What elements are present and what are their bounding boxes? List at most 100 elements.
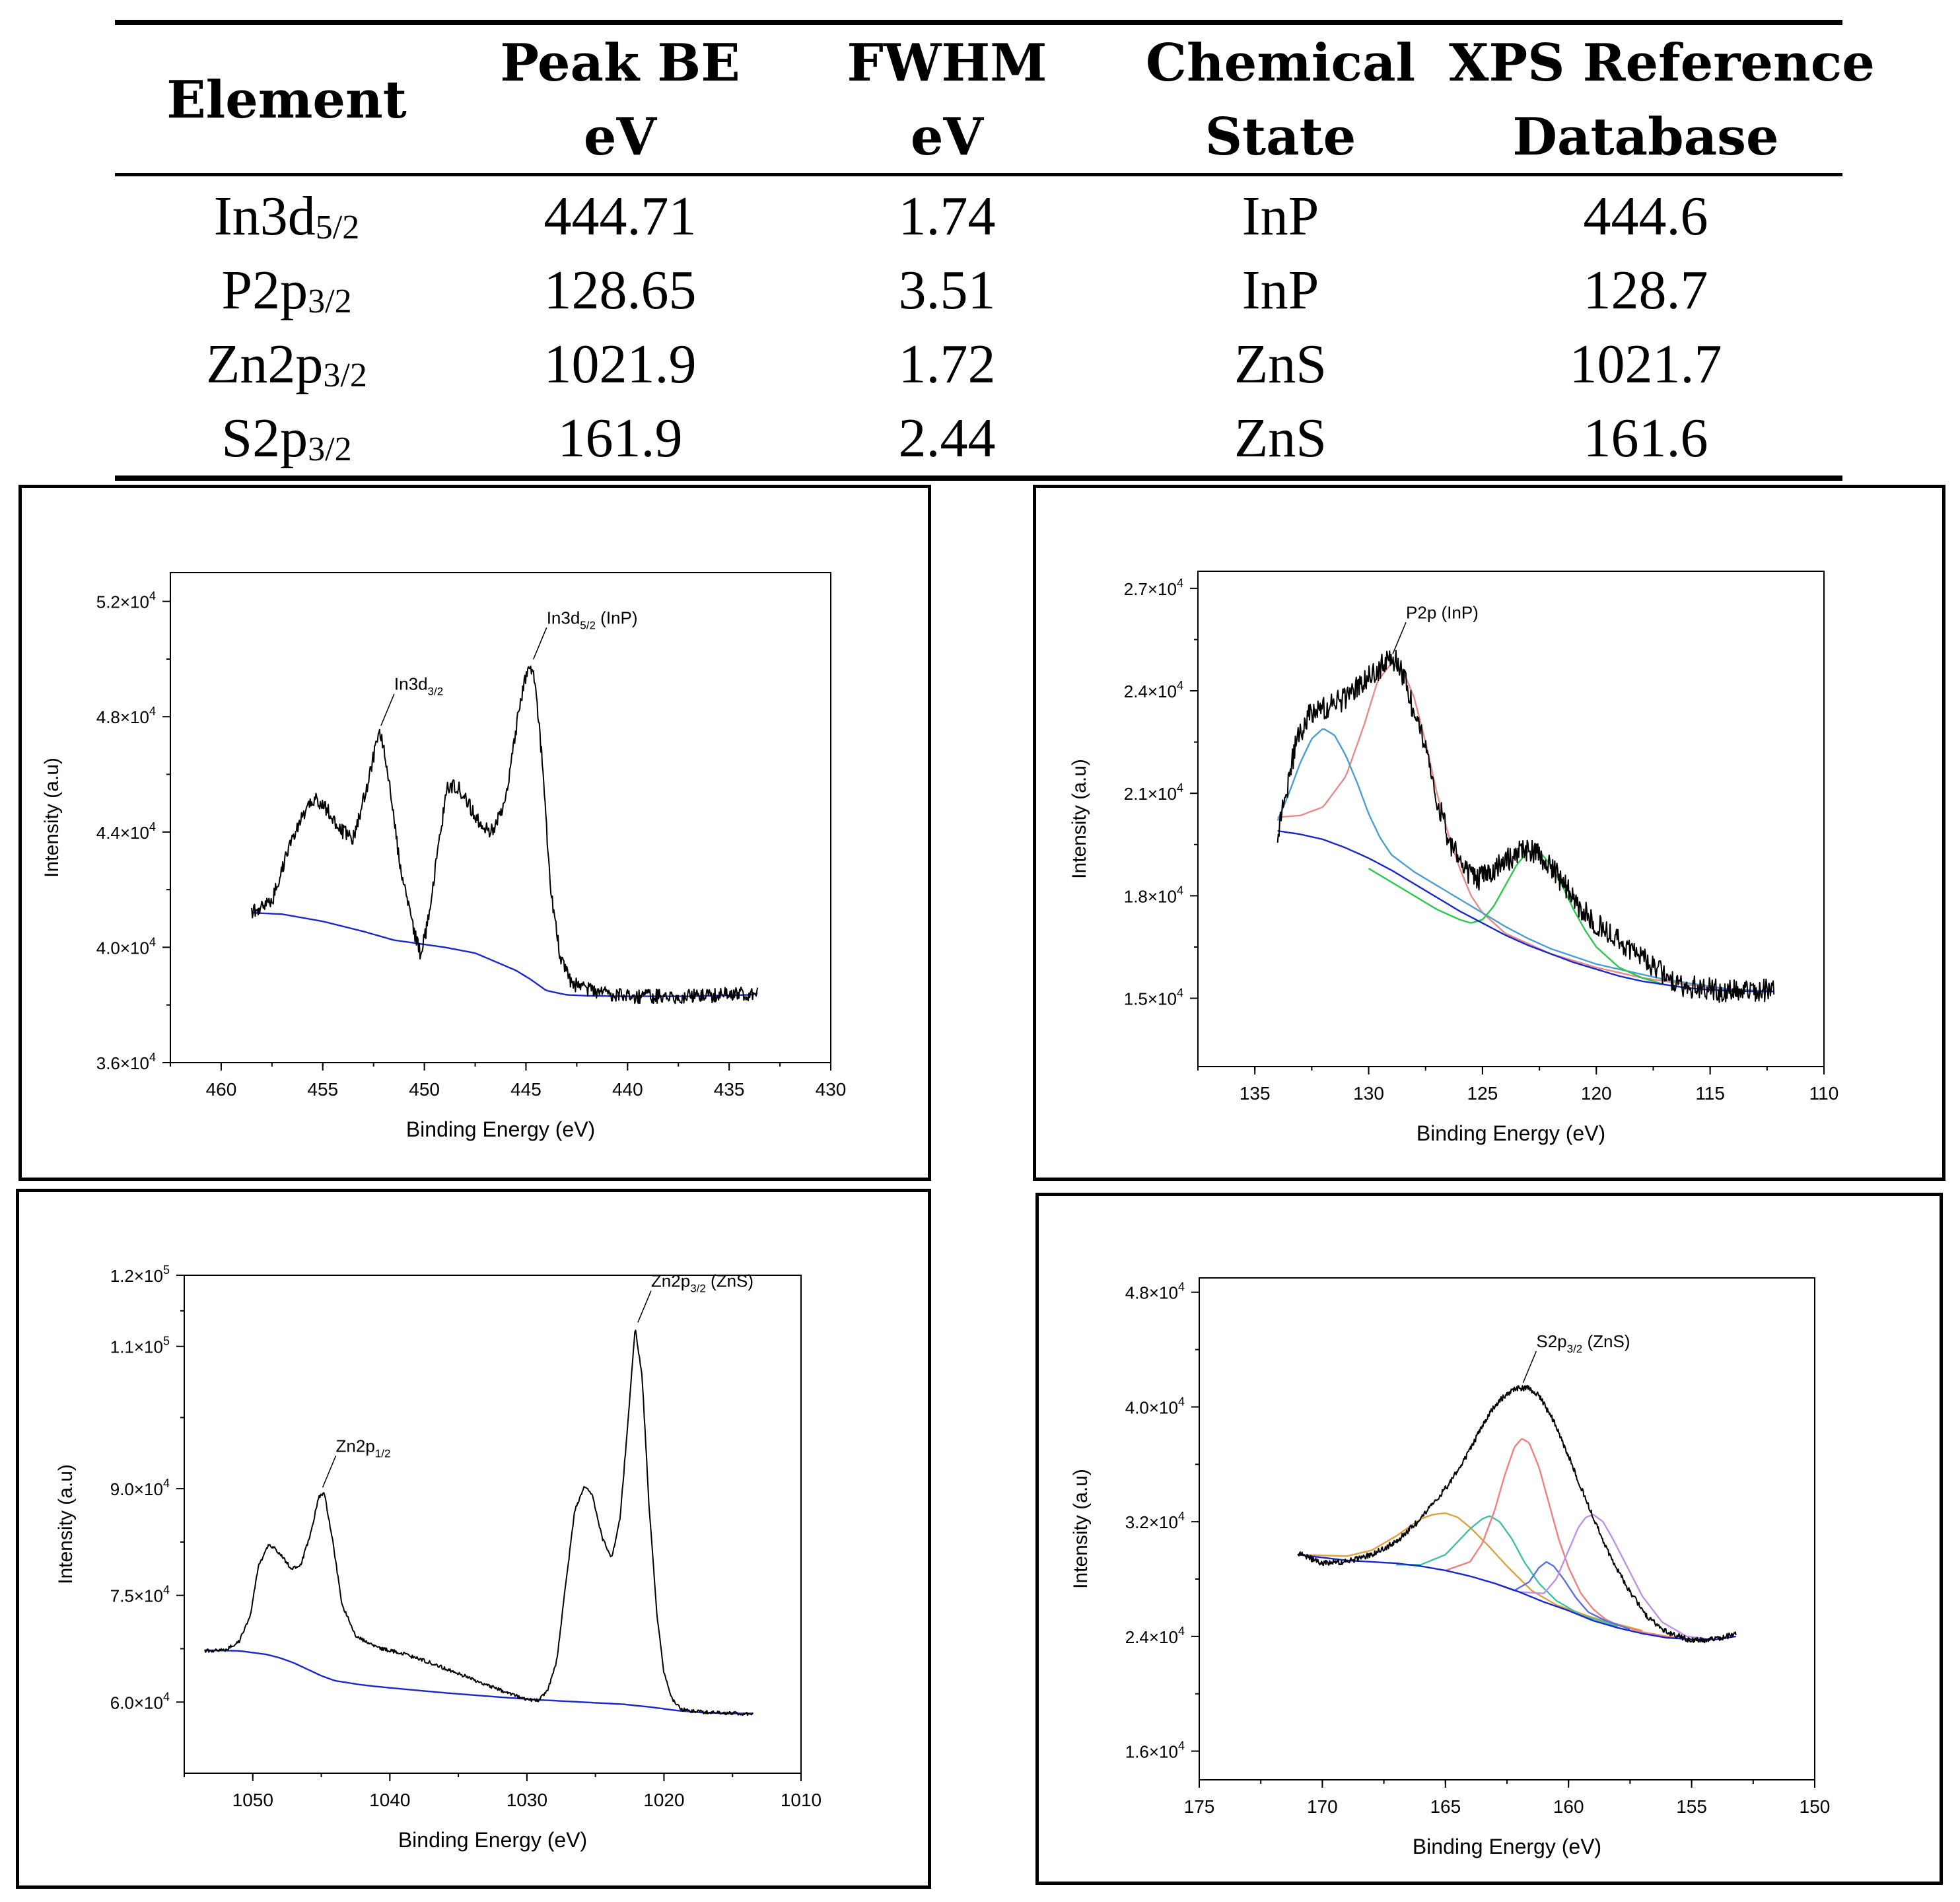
x-tick-label: 125 [1467, 1083, 1498, 1104]
x-tick-label: 160 [1553, 1796, 1584, 1817]
header-peak-be-line2: eV [583, 107, 657, 167]
y-tick-mantissa: 2.7×10 [1124, 579, 1177, 599]
chart-s2p: 175 170 165 160 155 1501.6×1042.4×1043.2×1044… [1070, 1277, 1831, 1858]
y-tick-exponent: 4 [149, 590, 156, 603]
y-tick-mantissa: 1.1×10 [110, 1337, 163, 1357]
series-background-line [252, 911, 758, 997]
chart-p2p: 135 130 125 120 115 1101.5×1041.8×1042.1×1042… [1068, 571, 1839, 1145]
plot-frame [170, 572, 831, 1063]
y-axis-label: Intensity (a.u) [1068, 759, 1090, 879]
y-tick-label: 3.2×104 [1125, 1510, 1185, 1532]
header-fwhm-line1: FWHM [847, 33, 1047, 93]
element-subscript: 3/2 [323, 357, 367, 394]
y-tick-mantissa: 2.1×10 [1124, 784, 1177, 804]
y-tick-exponent: 4 [1177, 884, 1183, 897]
header-xps-reference-line1: XPS Reference [1449, 33, 1875, 93]
table-cell-state: ZnS [1234, 407, 1327, 469]
y-tick-label: 2.7×104 [1124, 577, 1183, 599]
y-tick-mantissa: 1.6×10 [1125, 1742, 1178, 1762]
header-chemical-state-line1: Chemical [1145, 33, 1416, 93]
annotation-main: P2p (InP) [1406, 602, 1479, 622]
y-tick-exponent: 5 [163, 1263, 170, 1277]
table-cell-reference: 161.6 [1583, 407, 1708, 469]
y-tick-mantissa: 1.2×10 [110, 1266, 163, 1286]
y-tick-exponent: 4 [1177, 781, 1183, 794]
series-component-c-line [1445, 1438, 1736, 1640]
table-cell-element: Zn2p3/2 [115, 328, 458, 402]
header-chemical-state-line2: State [1205, 107, 1356, 167]
x-tick-label: 450 [409, 1079, 440, 1100]
y-tick-mantissa: 2.4×10 [1125, 1627, 1178, 1647]
y-tick-label: 2.1×104 [1124, 781, 1183, 804]
x-tick-label: 110 [1809, 1083, 1839, 1104]
series-component-d-line [1494, 1561, 1630, 1631]
series-oxide-component-line [1277, 728, 1774, 993]
table-cell-reference: 128.7 [1583, 260, 1708, 321]
x-axis-label: Binding Energy (eV) [1417, 1121, 1605, 1145]
header-element-text: Element [166, 70, 407, 130]
y-tick-label: 4.0×104 [96, 935, 156, 958]
y-tick-label: 5.2×104 [96, 590, 156, 612]
x-tick-label: 455 [307, 1079, 338, 1100]
element-name: Zn2p [206, 334, 324, 395]
x-tick-label: 1030 [507, 1790, 547, 1810]
element-name: S2p [221, 407, 308, 469]
panel-p2p: 135 130 125 120 115 110 1.5×104 1.8×104 2.1×104 2… [1033, 485, 1945, 1181]
y-tick-label: 6.0×104 [110, 1690, 170, 1712]
annotation-suffix: (ZnS) [706, 1271, 753, 1290]
series-experimental-line [251, 665, 759, 1004]
x-tick-label: 430 [816, 1079, 847, 1100]
y-tick-label: 4.8×104 [1125, 1281, 1185, 1303]
table-cell-element: S2p3/2 [115, 402, 458, 476]
table-cell-fwhm: 2.44 [898, 407, 996, 469]
table-cell-peak-be: 128.65 [543, 260, 697, 321]
x-tick-label: 150 [1800, 1796, 1831, 1817]
x-tick-label: 435 [714, 1079, 745, 1100]
y-tick-exponent: 4 [1177, 577, 1183, 590]
panel-in3d: 460 455 450 445 440 435 430 3.6×104 4.0×104 4.4×1… [18, 485, 931, 1181]
table-cell-peak-be: 161.9 [557, 407, 683, 469]
table-cell-element: In3d5/2 [115, 180, 458, 254]
annotation-subscript: 3/2 [690, 1282, 706, 1294]
y-tick-exponent: 4 [163, 1584, 170, 1597]
element-subscript: 3/2 [308, 283, 352, 320]
y-tick-mantissa: 4.0×10 [96, 938, 149, 958]
series-background-line [1297, 1553, 1736, 1640]
y-tick-mantissa: 4.8×10 [96, 707, 149, 727]
y-tick-mantissa: 9.0×10 [110, 1479, 163, 1499]
x-tick-label: 1050 [232, 1790, 273, 1810]
y-tick-mantissa: 4.0×10 [1125, 1397, 1178, 1417]
annotation-suffix: (ZnS) [1582, 1331, 1630, 1351]
annotation-main: Zn2p [336, 1436, 375, 1456]
series-experimental-line [204, 1329, 754, 1716]
plot-frame [184, 1275, 802, 1774]
y-axis-label: Intensity (a.u) [41, 757, 63, 878]
series-component-b-line [1396, 1515, 1619, 1627]
y-tick-exponent: 4 [149, 705, 156, 718]
y-tick-mantissa: 3.2×10 [1125, 1512, 1178, 1532]
annotation-leader [533, 627, 547, 660]
header-xps-reference: XPS Reference Database [1449, 26, 1875, 174]
panel-zn2p: 1050 1040 1030 1020 1010 6.0×104 7.5×104 9.0×10… [16, 1189, 931, 1889]
x-tick-label: 170 [1307, 1796, 1338, 1817]
table-cell-reference: 444.6 [1583, 186, 1708, 247]
x-tick-label: 1020 [643, 1790, 684, 1810]
table-bottom-rule [115, 476, 1842, 481]
y-tick-mantissa: 3.6×10 [96, 1053, 149, 1073]
peak-annotation: Zn2p3/2 (ZnS) [651, 1271, 753, 1294]
plot-frame [1199, 1277, 1815, 1780]
y-tick-mantissa: 1.5×10 [1124, 989, 1177, 1009]
series-experimental-line [1277, 649, 1775, 1003]
x-tick-label: 135 [1240, 1083, 1271, 1104]
x-axis-label: Binding Energy (eV) [406, 1117, 595, 1141]
annotation-subscript: 1/2 [375, 1447, 391, 1460]
x-tick-label: 1040 [369, 1790, 410, 1810]
table-cell-peak-be: 1021.9 [543, 334, 697, 395]
x-tick-label: 460 [206, 1079, 237, 1100]
header-fwhm-line2: eV [910, 107, 984, 167]
header-peak-be-line1: Peak BE [500, 33, 740, 93]
table-cell-fwhm: 1.74 [898, 186, 996, 247]
y-tick-label: 1.2×105 [110, 1263, 170, 1286]
y-tick-exponent: 4 [149, 935, 156, 948]
x-axis-label: Binding Energy (eV) [398, 1828, 587, 1852]
